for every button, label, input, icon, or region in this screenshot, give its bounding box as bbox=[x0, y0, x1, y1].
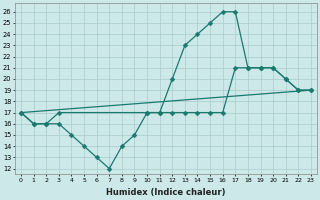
X-axis label: Humidex (Indice chaleur): Humidex (Indice chaleur) bbox=[106, 188, 226, 197]
